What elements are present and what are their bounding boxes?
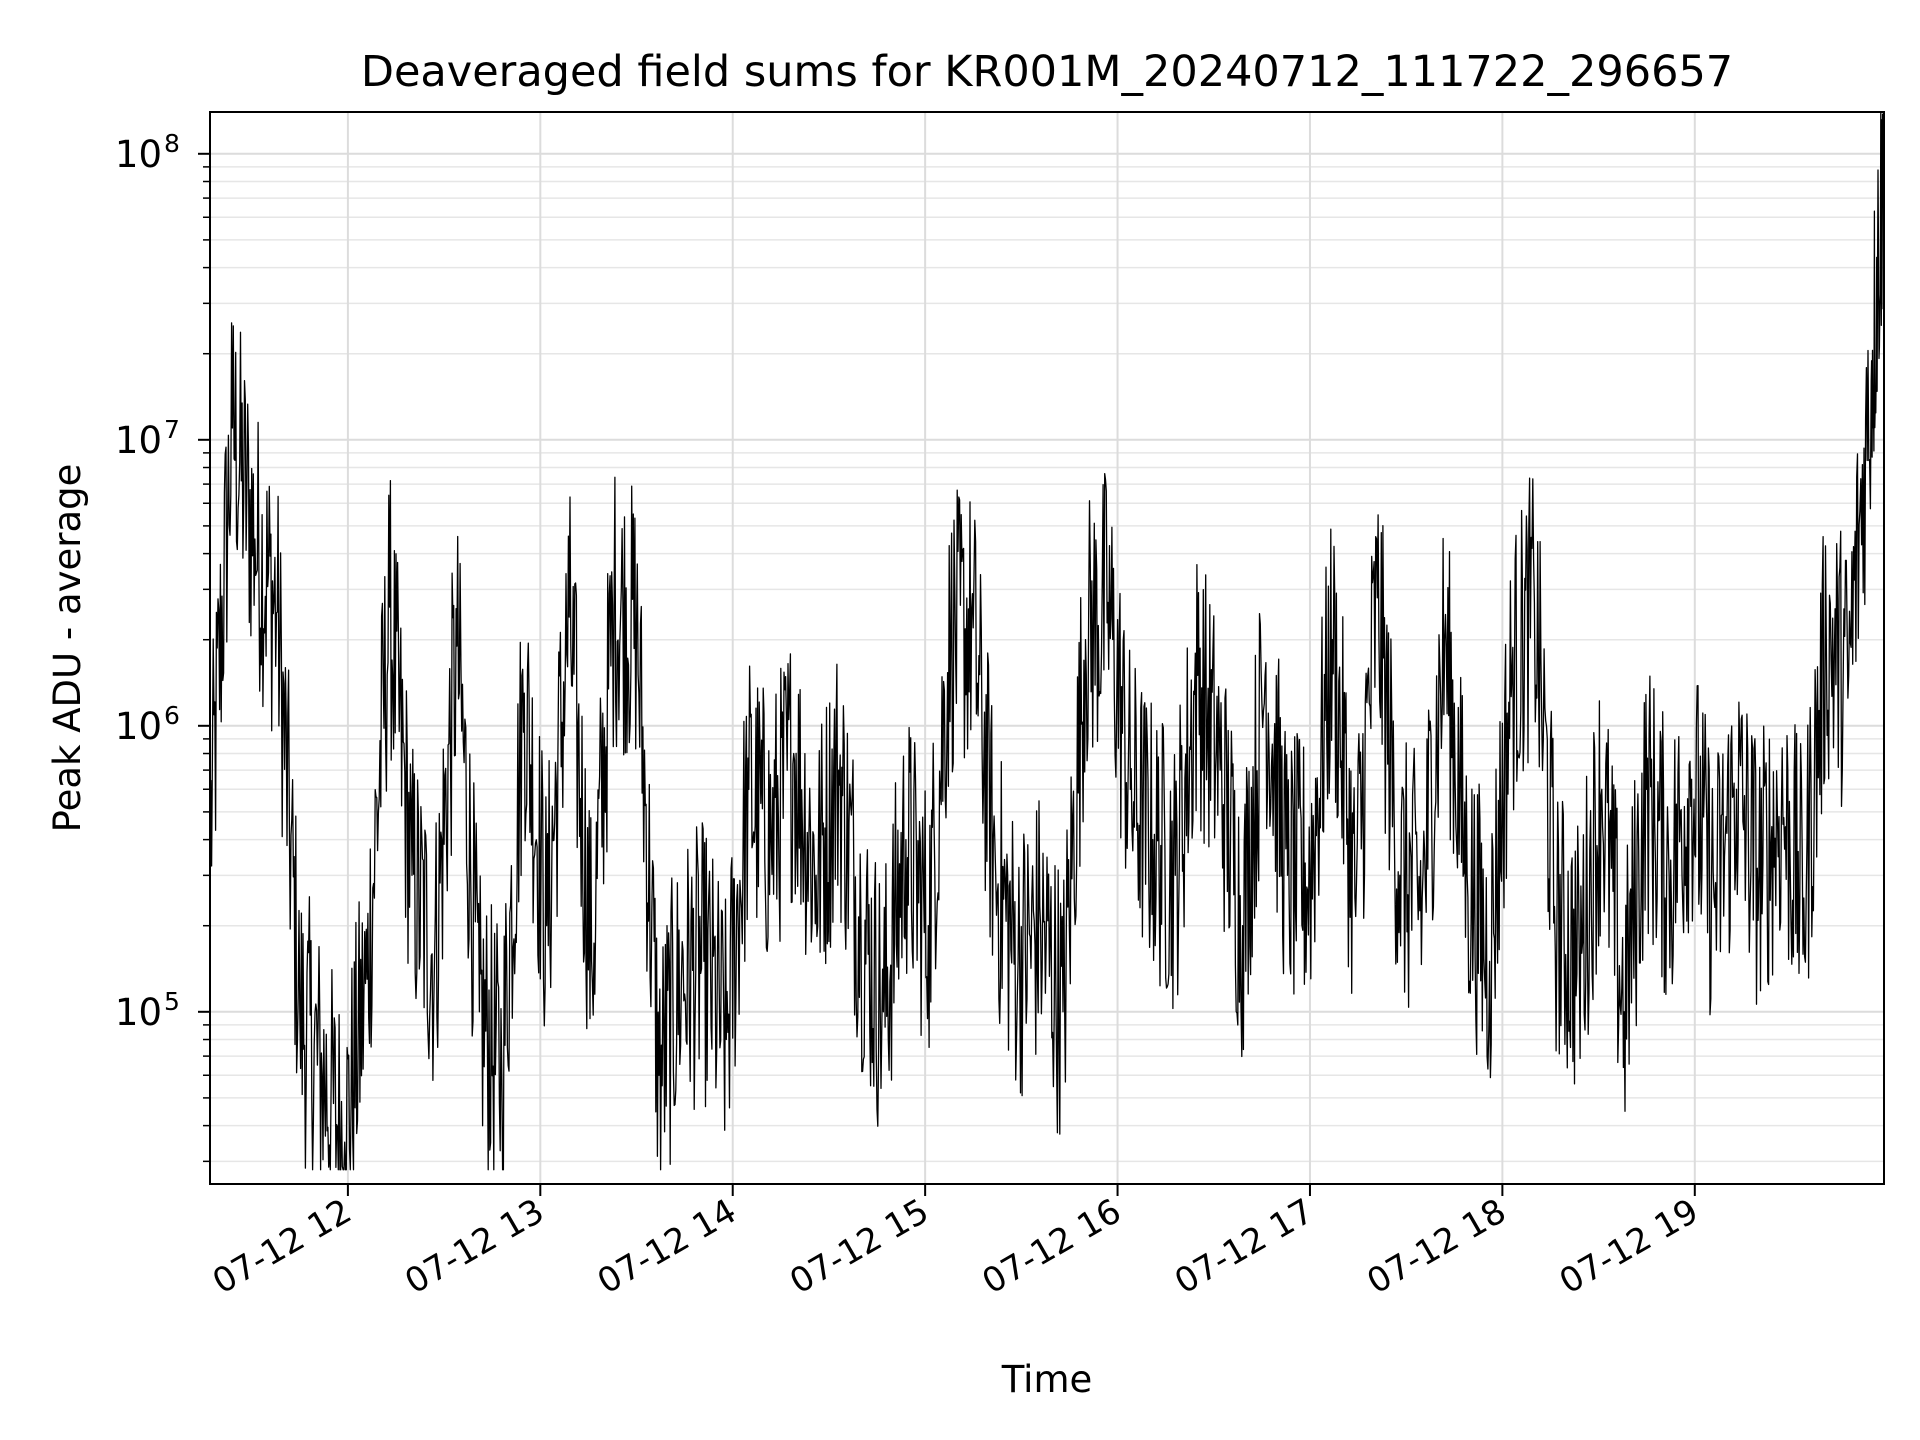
y-tick-exponent: 8: [164, 129, 180, 158]
plot-frame: [209, 111, 1885, 1185]
series-line: [210, 112, 1884, 1171]
plot-area: [210, 112, 1884, 1171]
y-axis-label: Peak ADU - average: [46, 464, 89, 833]
y-tick-label: 10: [115, 991, 162, 1034]
y-tick-label: 10: [115, 133, 162, 176]
y-tick-label: 10: [115, 705, 162, 748]
x-axis-label: Time: [1001, 1358, 1093, 1401]
y-tick-exponent: 7: [164, 415, 180, 444]
y-tick-exponent: 6: [164, 701, 180, 730]
y-tick-label: 10: [115, 419, 162, 462]
y-tick-exponent: 5: [164, 987, 180, 1016]
chart-title: Deaveraged field sums for KR001M_2024071…: [361, 47, 1733, 97]
